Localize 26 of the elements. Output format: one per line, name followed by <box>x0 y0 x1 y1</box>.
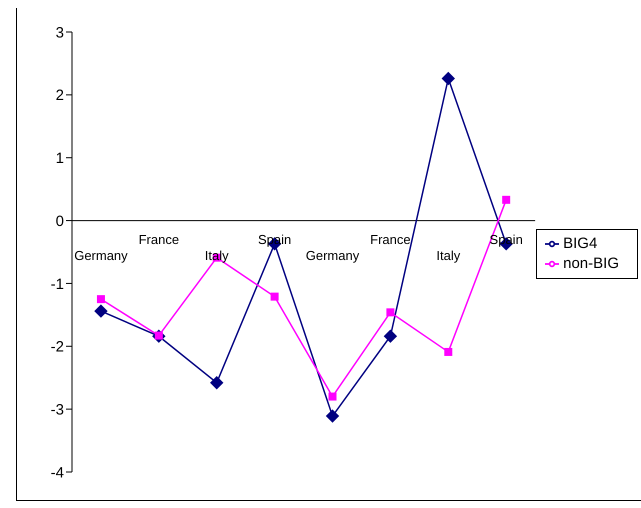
x-tick-label: Germany <box>306 248 360 264</box>
legend-label: BIG4 <box>563 235 598 252</box>
x-tick-label: Germany <box>74 248 128 264</box>
point <box>444 348 452 356</box>
y-tick-label: -2 <box>50 338 64 356</box>
y-tick-label: 1 <box>56 150 64 168</box>
y-tick-label: -4 <box>50 464 64 482</box>
y-tick-label: -3 <box>50 401 64 418</box>
y-tick-label: 2 <box>56 87 64 104</box>
legend-label: non-BIG <box>563 255 619 272</box>
point <box>94 304 108 318</box>
point <box>326 410 340 423</box>
point <box>502 196 510 204</box>
point <box>96 295 105 304</box>
point <box>384 330 397 343</box>
point <box>328 392 337 401</box>
x-tick-label: France <box>138 232 180 248</box>
point <box>270 292 279 301</box>
y-tick-label: 0 <box>56 212 64 230</box>
point <box>386 308 394 316</box>
point <box>210 376 224 390</box>
point <box>442 72 455 86</box>
y-tick-label: 3 <box>56 24 64 42</box>
x-tick-label: France <box>370 232 411 248</box>
x-tick-label: Italy <box>436 248 461 264</box>
y-tick-label: -1 <box>50 276 64 293</box>
